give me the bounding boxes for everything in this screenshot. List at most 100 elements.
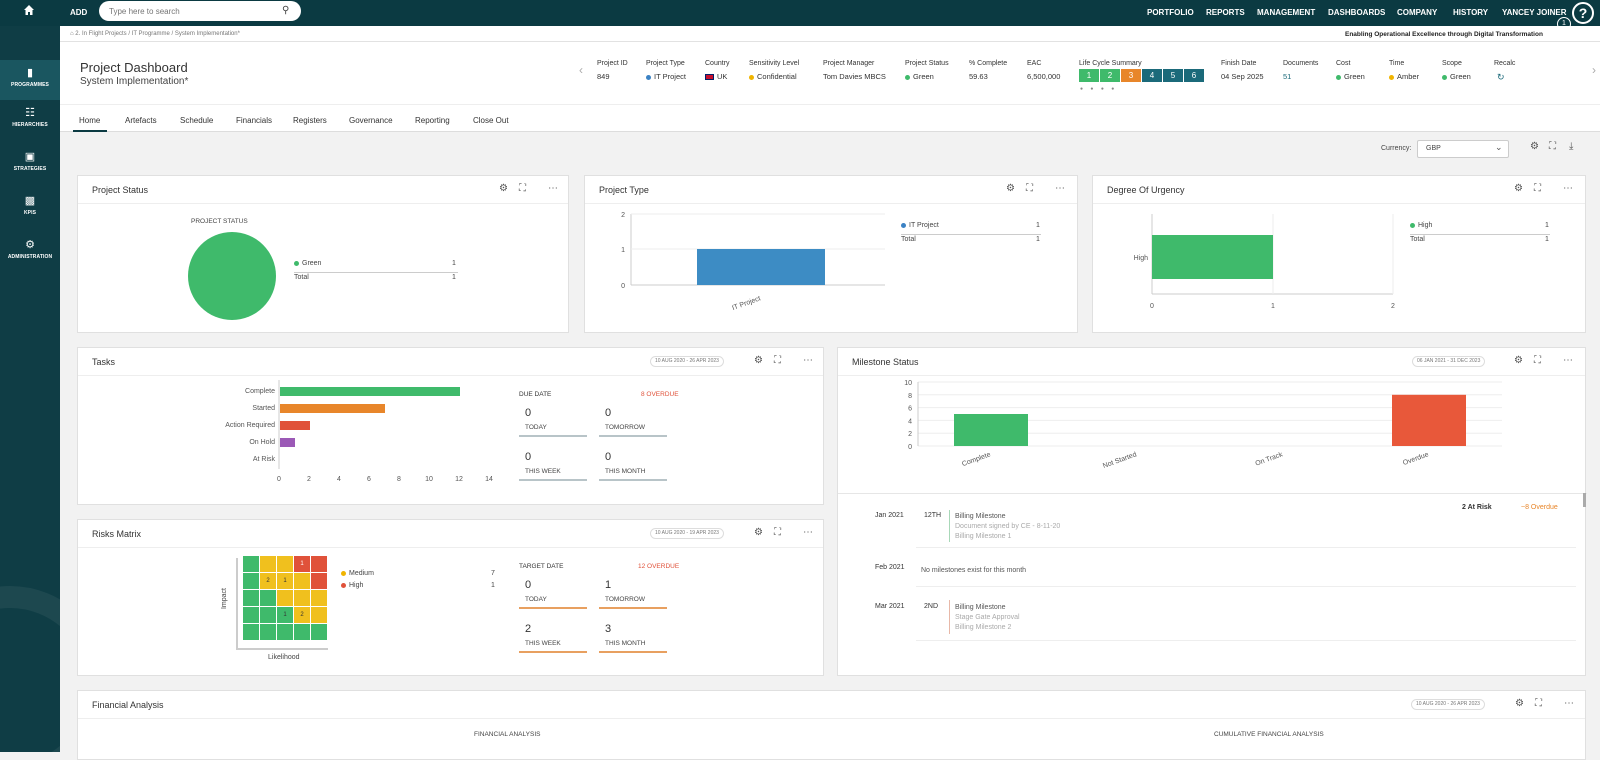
legend-item[interactable]: High [1410, 222, 1432, 229]
lifecycle-stage-1[interactable]: 1 [1079, 69, 1099, 82]
risk-cell[interactable]: 2 [260, 573, 276, 589]
date-range-pill[interactable]: 10 AUG 2020 - 19 APR 2023 [650, 528, 724, 539]
nav-user[interactable]: YANCEY JOINER [1502, 8, 1567, 17]
lifecycle-stage-4[interactable]: 4 [1142, 69, 1162, 82]
fullscreen-icon[interactable]: ⛶ [774, 355, 781, 366]
stat-today[interactable]: 0 TODAY [519, 403, 587, 437]
more-icon[interactable]: ⋯ [1563, 183, 1573, 194]
risk-cell[interactable] [311, 573, 327, 589]
search-input[interactable] [99, 1, 301, 21]
overdue-count[interactable]: 12 OVERDUE [638, 563, 680, 570]
chevron-down-icon[interactable]: ⌄ [1495, 142, 1503, 152]
tab-financials[interactable]: Financials [236, 116, 273, 125]
risk-cell[interactable] [260, 607, 276, 623]
risk-cell[interactable] [311, 607, 327, 623]
lifecycle-stage-3[interactable]: 3 [1121, 69, 1141, 82]
risk-cell[interactable] [260, 624, 276, 640]
stat-today[interactable]: 0 TODAY [519, 575, 587, 609]
risk-cell[interactable] [243, 573, 259, 589]
legend-item[interactable]: High [341, 582, 363, 589]
legend-item[interactable]: Green [294, 260, 321, 267]
gear-icon[interactable]: ⚙ [1514, 183, 1523, 194]
gear-icon[interactable]: ⚙ [1530, 141, 1539, 152]
sidebar-item-administration[interactable]: ⚙ ADMINISTRATION [0, 238, 60, 260]
risk-cell[interactable]: 2 [294, 607, 310, 623]
recalc-icon[interactable]: ↻ [1497, 72, 1505, 82]
risk-cell[interactable] [243, 590, 259, 606]
overdue-count[interactable]: ~8 Overdue [1521, 504, 1558, 511]
gear-icon[interactable]: ⚙ [499, 183, 508, 194]
scrollbar-thumb[interactable] [1583, 493, 1586, 507]
risk-cell[interactable] [311, 590, 327, 606]
help-icon[interactable]: ? [1572, 2, 1594, 24]
nav-management[interactable]: MANAGEMENT [1257, 8, 1316, 17]
currency-select[interactable]: GBP [1417, 140, 1509, 158]
milestone-title[interactable]: Billing Milestone [955, 513, 1006, 520]
date-range-pill[interactable]: 10 AUG 2020 - 26 APR 2023 [650, 356, 724, 367]
lifecycle-stage-6[interactable]: 6 [1184, 69, 1204, 82]
header-next-arrow[interactable]: › [1592, 63, 1596, 77]
risk-cell[interactable]: 1 [277, 573, 293, 589]
tab-home[interactable]: Home [79, 116, 101, 125]
milestone-bar[interactable] [1392, 394, 1466, 446]
bar-it-project[interactable] [697, 249, 825, 285]
documents-value[interactable]: 51 [1283, 72, 1292, 81]
home-icon[interactable] [14, 4, 44, 22]
risk-cell[interactable] [311, 624, 327, 640]
task-bar[interactable] [280, 404, 385, 413]
risk-cell[interactable] [277, 590, 293, 606]
risk-cell[interactable] [243, 607, 259, 623]
fullscreen-icon[interactable]: ⛶ [1549, 141, 1556, 152]
search-icon[interactable]: ⚲ [282, 5, 290, 16]
overdue-count[interactable]: 8 OVERDUE [641, 391, 679, 398]
tab-close-out[interactable]: Close Out [473, 116, 509, 125]
fullscreen-icon[interactable]: ⛶ [519, 183, 526, 194]
milestone-title[interactable]: Billing Milestone [955, 604, 1006, 611]
risk-cell[interactable] [294, 590, 310, 606]
nav-company[interactable]: COMPANY [1397, 8, 1438, 17]
add-button[interactable]: ADD [70, 8, 88, 17]
risk-cell[interactable] [294, 573, 310, 589]
more-icon[interactable]: ⋯ [1055, 183, 1065, 194]
legend-item[interactable]: Medium [341, 570, 374, 577]
gear-icon[interactable]: ⚙ [1514, 355, 1523, 366]
fullscreen-icon[interactable]: ⛶ [774, 527, 781, 538]
more-icon[interactable]: ⋯ [1563, 355, 1573, 366]
risk-cell[interactable] [243, 556, 259, 572]
risk-cell[interactable] [243, 624, 259, 640]
more-icon[interactable]: ⋯ [803, 355, 813, 366]
legend-item[interactable]: IT Project [901, 222, 939, 229]
nav-reports[interactable]: REPORTS [1206, 8, 1245, 17]
sidebar-item-programmes[interactable]: ▮ PROGRAMMES [0, 60, 60, 100]
sidebar-item-kpis[interactable]: ▩ KPIS [0, 194, 60, 216]
task-bar[interactable] [280, 387, 460, 396]
task-bar[interactable] [280, 421, 310, 430]
nav-dashboards[interactable]: DASHBOARDS [1328, 8, 1386, 17]
stat-this-week[interactable]: 0 THIS WEEK [519, 447, 587, 481]
stat-this-week[interactable]: 2 THIS WEEK [519, 619, 587, 653]
more-icon[interactable]: ⋯ [1564, 698, 1574, 709]
risk-cell[interactable]: 1 [294, 556, 310, 572]
risk-cell[interactable] [260, 590, 276, 606]
nav-history[interactable]: HISTORY [1453, 8, 1489, 17]
risk-cell[interactable] [260, 556, 276, 572]
fullscreen-icon[interactable]: ⛶ [1534, 183, 1541, 194]
lifecycle-stage-5[interactable]: 5 [1163, 69, 1183, 82]
stat-this-month[interactable]: 3 THIS MONTH [599, 619, 667, 653]
more-icon[interactable]: ⋯ [803, 527, 813, 538]
stat-this-month[interactable]: 0 THIS MONTH [599, 447, 667, 481]
task-bar[interactable] [280, 438, 295, 447]
download-icon[interactable]: ⤓ [1569, 141, 1574, 152]
stat-tomorrow[interactable]: 1 TOMORROW [599, 575, 667, 609]
tab-reporting[interactable]: Reporting [415, 116, 450, 125]
fullscreen-icon[interactable]: ⛶ [1026, 183, 1033, 194]
risk-cell[interactable] [277, 556, 293, 572]
lifecycle-pager[interactable]: ● ● ● ● [1080, 86, 1118, 92]
stat-tomorrow[interactable]: 0 TOMORROW [599, 403, 667, 437]
lifecycle-stage-2[interactable]: 2 [1100, 69, 1120, 82]
fullscreen-icon[interactable]: ⛶ [1534, 355, 1541, 366]
gear-icon[interactable]: ⚙ [1006, 183, 1015, 194]
gear-icon[interactable]: ⚙ [1515, 698, 1524, 709]
milestone-bar[interactable] [954, 414, 1028, 446]
tab-artefacts[interactable]: Artefacts [125, 116, 157, 125]
